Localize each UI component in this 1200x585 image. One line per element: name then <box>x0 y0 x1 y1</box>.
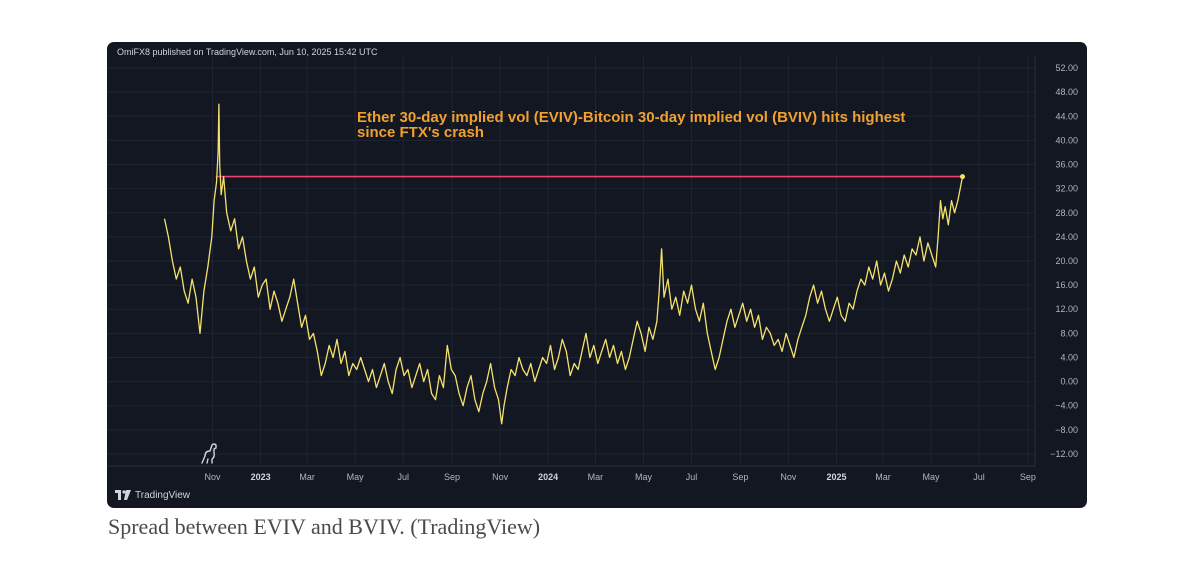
y-tick-label: 28.00 <box>1055 208 1078 218</box>
last-point-marker <box>960 174 966 180</box>
x-tick-label: Nov <box>205 472 222 482</box>
y-tick-label: 12.00 <box>1055 304 1078 314</box>
x-tick-label: Mar <box>588 472 604 482</box>
y-tick-label: 20.00 <box>1055 256 1078 266</box>
x-tick-label: Jul <box>397 472 409 482</box>
y-tick-label: 40.00 <box>1055 135 1078 145</box>
x-tick-label: 2023 <box>251 472 271 482</box>
y-tick-label: −4.00 <box>1055 401 1078 411</box>
x-tick-label: Mar <box>299 472 315 482</box>
y-tick-label: 36.00 <box>1055 160 1078 170</box>
tradingview-logo[interactable]: TradingView <box>115 488 190 502</box>
y-axis: 52.00 48.00 44.00 40.00 36.00 32.00 28.00 24.00… <box>1050 63 1078 459</box>
y-tick-label: 4.00 <box>1060 352 1078 362</box>
y-tick-label: 32.00 <box>1055 184 1078 194</box>
y-tick-label: 16.00 <box>1055 280 1078 290</box>
figure-caption: Spread between EVIV and BVIV. (TradingVi… <box>108 514 541 539</box>
x-tick-label: Sep <box>1020 472 1036 482</box>
x-tick-label: Mar <box>875 472 891 482</box>
x-tick-label: Jul <box>973 472 985 482</box>
chart-card: OmiFX8 published on TradingView.com, Jun… <box>107 42 1087 508</box>
x-tick-label: Sep <box>732 472 748 482</box>
x-tick-label: Sep <box>444 472 460 482</box>
y-tick-label: 44.00 <box>1055 111 1078 121</box>
x-tick-label: 2024 <box>538 472 558 482</box>
x-tick-label: Nov <box>492 472 509 482</box>
y-tick-label: 52.00 <box>1055 63 1078 73</box>
dino-icon <box>201 443 217 464</box>
chart-plot: 52.00 48.00 44.00 40.00 36.00 32.00 28.00 24.00… <box>107 56 1078 482</box>
y-tick-label: 8.00 <box>1060 328 1078 338</box>
x-tick-label: May <box>923 472 941 482</box>
y-tick-label: −12.00 <box>1050 449 1078 459</box>
tradingview-logo-text: TradingView <box>135 489 191 501</box>
x-axis: Nov 2023 Mar May Jul Sep Nov 2024 Mar May Jul Sep No… <box>205 472 1036 482</box>
annotation: Ether 30-day implied vol (EVIV)-Bitcoin … <box>357 109 905 141</box>
y-tick-label: 0.00 <box>1060 377 1078 387</box>
annotation-line-1: Ether 30-day implied vol (EVIV)-Bitcoin … <box>357 109 905 126</box>
tv-logo-icon <box>115 490 131 500</box>
x-tick-label: Jul <box>686 472 698 482</box>
x-tick-label: May <box>347 472 365 482</box>
y-tick-label: 24.00 <box>1055 232 1078 242</box>
x-tick-label: May <box>635 472 653 482</box>
publisher-line: OmiFX8 published on TradingView.com, Jun… <box>117 47 378 57</box>
annotation-line-2: since FTX's crash <box>357 124 484 141</box>
series-line <box>163 103 964 425</box>
x-tick-label: Nov <box>780 472 797 482</box>
x-tick-label: 2025 <box>826 472 846 482</box>
y-tick-label: −8.00 <box>1055 425 1078 435</box>
y-tick-label: 48.00 <box>1055 87 1078 97</box>
